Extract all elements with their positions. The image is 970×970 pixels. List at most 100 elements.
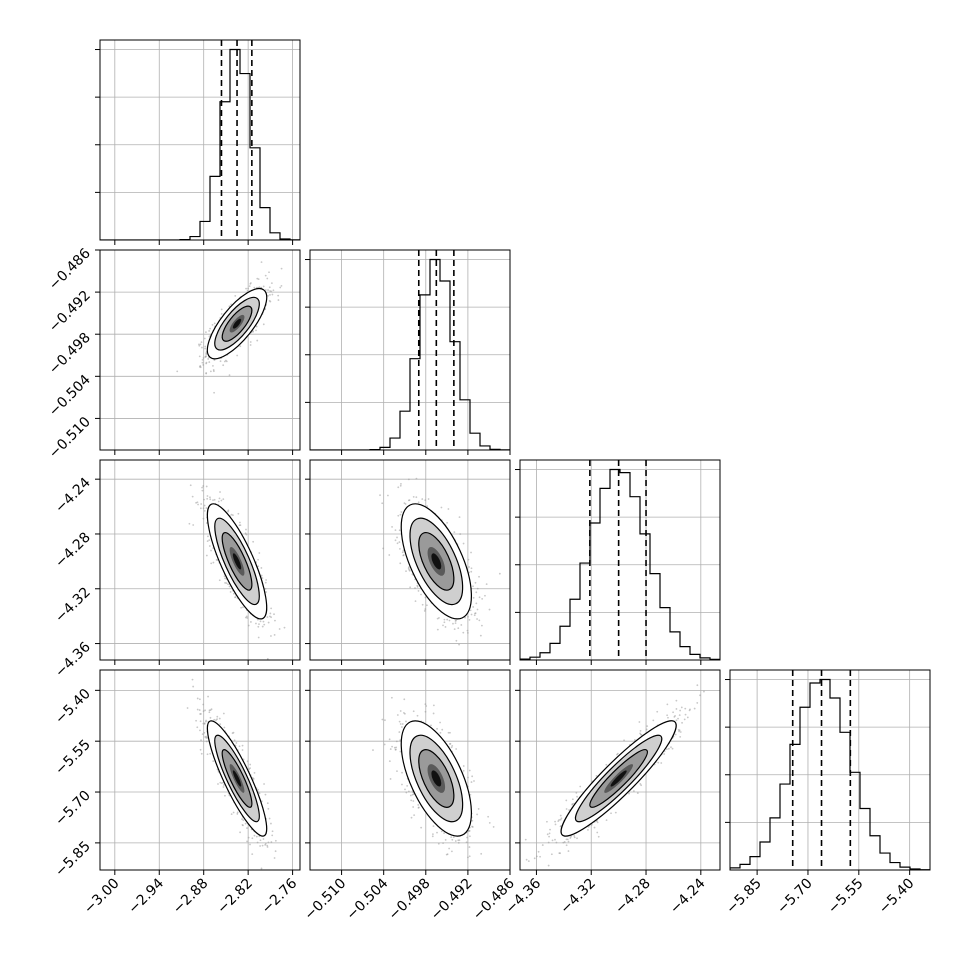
sample-point	[196, 697, 199, 700]
sample-point	[571, 803, 574, 806]
sample-point	[389, 748, 392, 750]
sample-point	[212, 760, 215, 763]
sample-point	[563, 841, 566, 843]
sample-point	[219, 360, 222, 363]
panel-3-3: −5.85 −5.70 −5.55 −5.40	[723, 669, 931, 917]
sample-point	[259, 620, 262, 623]
sample-point	[267, 841, 270, 844]
sample-point	[450, 850, 453, 853]
sample-point	[222, 784, 225, 786]
sample-point	[268, 817, 271, 820]
sample-point	[198, 355, 201, 358]
sample-point	[264, 793, 267, 796]
sample-point	[397, 514, 400, 517]
sample-point	[405, 791, 408, 794]
sample-point	[278, 628, 281, 630]
sample-point	[206, 540, 209, 543]
sample-point	[447, 731, 450, 734]
sample-point	[207, 695, 209, 698]
sample-point	[451, 838, 454, 841]
sample-point	[573, 836, 576, 839]
x-tick-label: −2.82	[214, 876, 256, 918]
sample-point	[401, 771, 403, 774]
sample-point	[455, 639, 458, 642]
sample-point	[633, 739, 636, 741]
sample-point	[454, 840, 457, 842]
sample-point	[391, 526, 393, 528]
sample-point	[570, 835, 572, 838]
sample-point	[262, 285, 265, 288]
sample-point	[195, 719, 198, 722]
sample-point	[686, 716, 689, 719]
sample-point	[266, 657, 269, 660]
sample-point	[475, 591, 478, 594]
sample-point	[399, 750, 402, 753]
sample-point	[539, 855, 541, 858]
sample-point	[205, 735, 208, 738]
sample-point	[462, 631, 465, 634]
sample-point	[551, 839, 554, 842]
density-2-0	[188, 484, 286, 660]
sample-point	[478, 575, 480, 578]
sample-point	[237, 512, 240, 515]
sample-point	[404, 788, 406, 791]
sample-point	[390, 696, 393, 699]
sample-point	[202, 485, 205, 487]
sample-point	[554, 823, 557, 826]
sample-point	[264, 581, 267, 584]
sample-point	[244, 616, 247, 619]
sample-point	[212, 561, 215, 564]
sample-point	[476, 608, 479, 611]
sample-point	[638, 721, 641, 723]
sample-point	[242, 606, 244, 609]
sample-point	[201, 486, 204, 489]
x-tick-label: −0.504	[344, 875, 392, 923]
x-tick-label: −0.498	[386, 876, 434, 924]
sample-point	[402, 549, 405, 552]
sample-point	[249, 767, 251, 770]
sample-point	[677, 717, 679, 720]
sample-point	[436, 628, 439, 631]
sample-point	[241, 744, 244, 747]
sample-point	[257, 636, 260, 639]
sample-point	[270, 635, 272, 637]
x-tick-label: −4.32	[557, 876, 599, 918]
sample-point	[206, 736, 209, 739]
sample-point	[208, 335, 211, 338]
sample-point	[408, 499, 411, 502]
sample-point	[249, 341, 252, 343]
sample-point	[453, 531, 456, 534]
sample-point	[246, 289, 249, 292]
sample-point	[678, 714, 681, 717]
sample-point	[204, 356, 207, 358]
panel-frame	[519, 459, 721, 661]
sample-point	[440, 506, 443, 509]
sample-point	[239, 521, 241, 524]
sample-point	[198, 709, 201, 711]
sample-point	[537, 850, 540, 853]
sample-point	[444, 839, 447, 841]
sample-point	[412, 806, 415, 808]
sample-point	[457, 627, 460, 630]
sample-point	[554, 838, 556, 841]
sample-point	[403, 698, 406, 701]
sample-point	[470, 875, 472, 877]
sample-point	[399, 723, 402, 725]
sample-point	[200, 739, 202, 742]
sample-point	[476, 587, 479, 590]
sample-point	[443, 618, 446, 621]
sample-point	[565, 838, 568, 841]
sample-point	[267, 289, 269, 291]
sample-point	[217, 500, 220, 503]
x-tick-label: −2.94	[125, 875, 167, 917]
sample-point	[466, 629, 469, 632]
sample-point	[683, 718, 686, 721]
sample-point	[573, 834, 576, 837]
sample-point	[271, 834, 274, 837]
sample-point	[219, 491, 221, 493]
sample-point	[238, 745, 241, 748]
sample-point	[467, 776, 469, 779]
sample-point	[275, 872, 277, 874]
sample-point	[671, 747, 674, 750]
sample-point	[201, 361, 204, 364]
